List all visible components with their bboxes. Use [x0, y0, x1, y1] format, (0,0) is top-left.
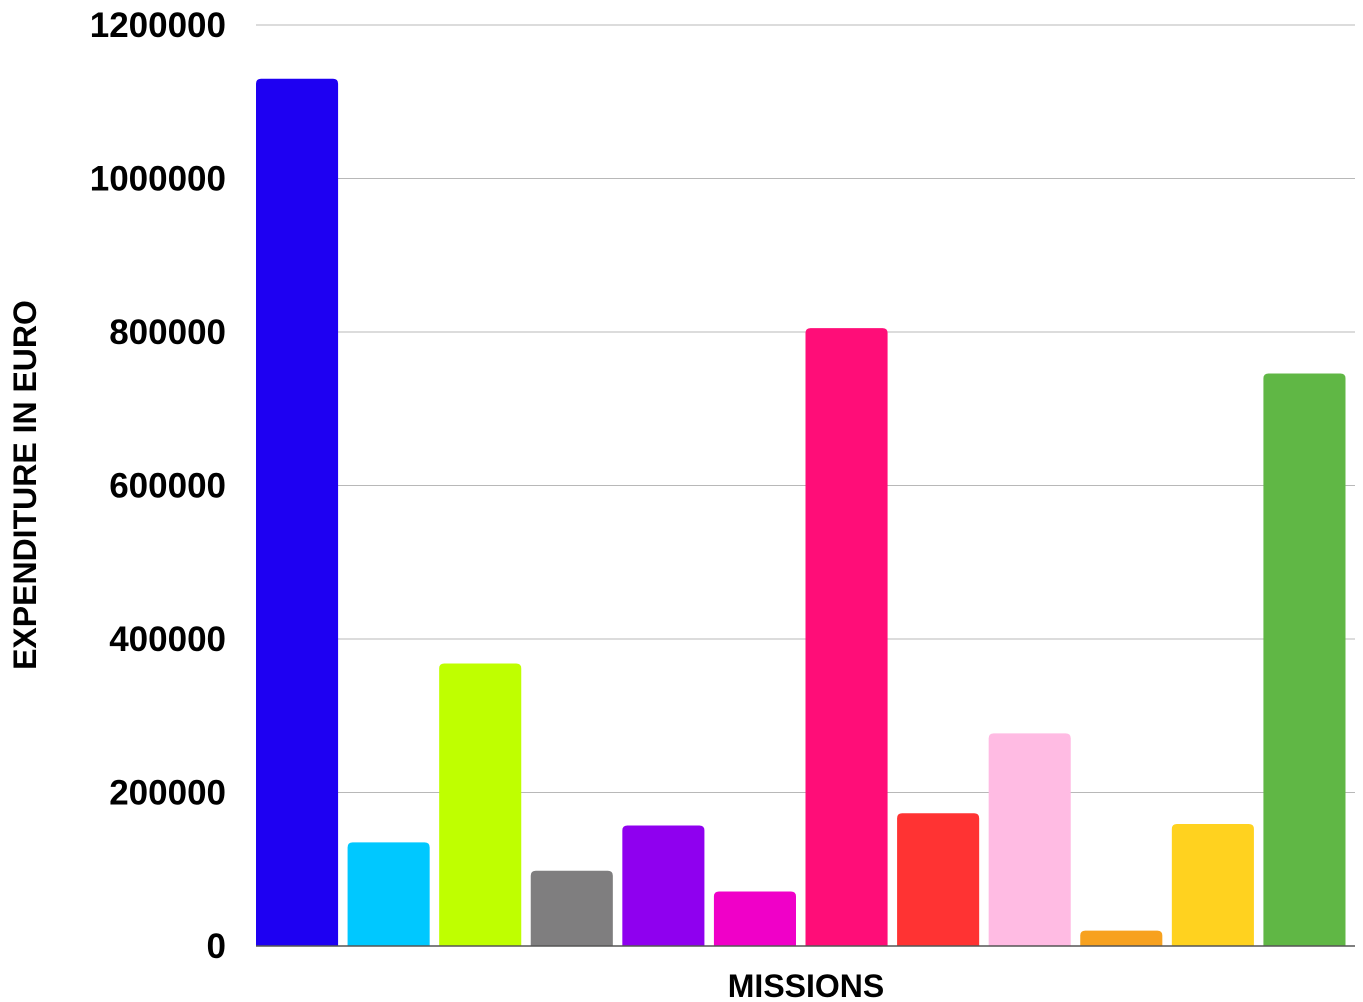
y-axis-tick-labels: 0 200000 400000 600000 800000 1000000 1200000: [90, 6, 226, 966]
bar: [1171, 823, 1254, 946]
bar: [1080, 930, 1163, 946]
bar: [347, 842, 430, 946]
bar: [988, 733, 1071, 946]
y-tick-label: 0: [207, 927, 226, 966]
y-tick-label: 400000: [109, 620, 226, 659]
bar: [439, 663, 522, 946]
y-tick-label: 600000: [109, 467, 226, 506]
bar: [897, 813, 980, 946]
y-tick-label: 200000: [109, 774, 226, 813]
bar: [713, 891, 796, 946]
bar: [256, 78, 339, 947]
y-tick-label: 1200000: [90, 6, 226, 45]
bar: [805, 328, 888, 947]
bars: [256, 78, 1346, 947]
x-axis-title: MISSIONS: [728, 968, 884, 1002]
y-tick-label: 1000000: [90, 160, 226, 199]
y-tick-label: 800000: [109, 313, 226, 352]
bar: [1263, 373, 1346, 946]
bar: [530, 870, 613, 946]
bar: [622, 825, 705, 946]
y-axis-title: EXPENDITURE IN EURO: [7, 300, 43, 670]
